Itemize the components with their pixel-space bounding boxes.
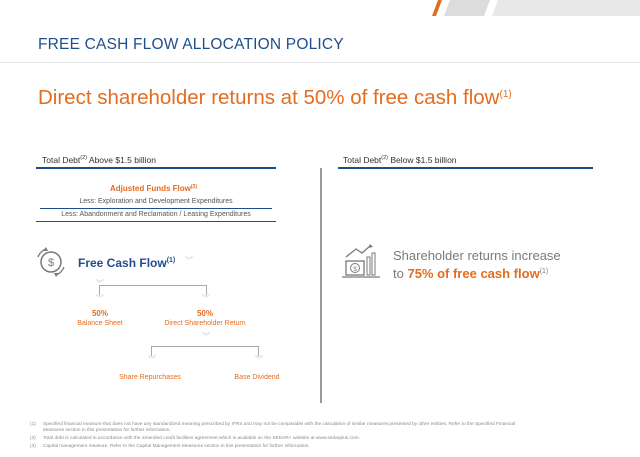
adjusted-funds-flow-heading: Adjusted Funds Flow(3): [110, 184, 197, 193]
title-divider: [0, 62, 640, 63]
footnote-text: Capital management measure. Refer to the…: [43, 444, 310, 449]
base-dividend-label: Base Dividend: [234, 374, 280, 381]
headline-footnote: (1): [499, 89, 512, 100]
footnote-number: (1): [30, 422, 36, 427]
right-header-underline: [338, 167, 593, 169]
dollar-cycle-icon: $: [37, 247, 65, 277]
footnote-2: (2) Total debt is calculated in accordanc…: [30, 436, 360, 442]
tree-connector: [151, 346, 259, 347]
less-abandonment: Less: Abandonment and Reclamation / Leas…: [61, 211, 251, 218]
balance-sheet-pct: 50%: [91, 309, 108, 318]
shr-line1: Shareholder returns increase: [393, 248, 561, 263]
money-growth-icon: $: [342, 244, 380, 278]
brand-stripe-graphic: [432, 0, 640, 16]
footnote-text: Measures section in this presentation fo…: [43, 428, 171, 433]
direct-return-label: Direct Shareholder Return: [164, 320, 246, 327]
left-header-rest: Above $1.5 billion: [87, 155, 157, 165]
column-divider: [320, 168, 322, 403]
tree-connector: [99, 285, 100, 295]
free-cash-flow-label: Free Cash Flow(1): [78, 256, 175, 270]
footnote-number: (2): [30, 436, 36, 441]
footnote-1: (1) Specified financial measure that does…: [30, 422, 515, 428]
left-header-underline: [36, 167, 276, 169]
page-title: FREE CASH FLOW ALLOCATION POLICY: [38, 36, 344, 53]
chevron-down-icon: ︾: [202, 332, 210, 341]
share-repurchases-label: Share Repurchases: [119, 374, 181, 381]
less-bottom-rule: [36, 221, 276, 222]
tree-connector: [206, 285, 207, 295]
right-column-header: Total Debt(2) Below $1.5 billion: [343, 155, 457, 165]
svg-text:$: $: [48, 257, 54, 269]
shr-line2-pre: to: [393, 266, 408, 281]
direct-return-pct: 50%: [196, 309, 213, 318]
chevron-down-icon: ︾: [255, 355, 263, 364]
left-header-footnote: (2): [80, 155, 88, 161]
shr-line2: to 75% of free cash flow(1): [393, 264, 561, 282]
fcf-footnote: (1): [166, 257, 176, 264]
right-header-footnote: (2): [381, 155, 389, 161]
footnote-1-cont: Measures section in this presentation fo…: [30, 428, 171, 434]
right-header-rest: Below $1.5 billion: [388, 155, 457, 165]
afhead-text: Adjusted Funds Flow: [110, 184, 191, 193]
footnote-text: Specified financial measure that does no…: [43, 422, 516, 427]
shr-line2-bold: 75% of free cash flow: [407, 266, 540, 281]
footnote-text: Total debt is calculated in accordance w…: [43, 436, 360, 441]
shr-line2-footnote: (1): [539, 268, 549, 275]
headline: Direct shareholder returns at 50% of fre…: [38, 86, 512, 110]
afhead-footnote: (3): [190, 184, 198, 190]
chevron-down-icon: ︾: [148, 355, 156, 364]
footnote-number: (3): [30, 444, 36, 449]
tree-connector: [258, 346, 259, 356]
less-exploration: Less: Exploration and Development Expend…: [79, 198, 233, 205]
chevron-down-icon: ︾: [185, 256, 193, 265]
chevron-down-icon: ︾: [96, 294, 104, 303]
balance-sheet-label: Balance Sheet: [77, 320, 123, 327]
right-header-text: Total Debt: [343, 155, 382, 165]
chevron-down-icon: ︾: [202, 294, 210, 303]
svg-text:$: $: [353, 267, 357, 273]
chevron-down-icon: ︾: [96, 279, 104, 288]
tree-connector: [151, 346, 152, 356]
left-header-text: Total Debt: [42, 155, 81, 165]
left-column-header: Total Debt(2) Above $1.5 billion: [42, 155, 156, 165]
fcf-text: Free Cash Flow: [78, 256, 167, 270]
less-separator: [40, 208, 272, 209]
footnote-3: (3) Capital management measure. Refer to …: [30, 444, 310, 450]
tree-connector: [99, 285, 207, 286]
shareholder-returns-text: Shareholder returns increase to 75% of f…: [393, 248, 561, 282]
headline-text: Direct shareholder returns at 50% of fre…: [38, 86, 500, 109]
